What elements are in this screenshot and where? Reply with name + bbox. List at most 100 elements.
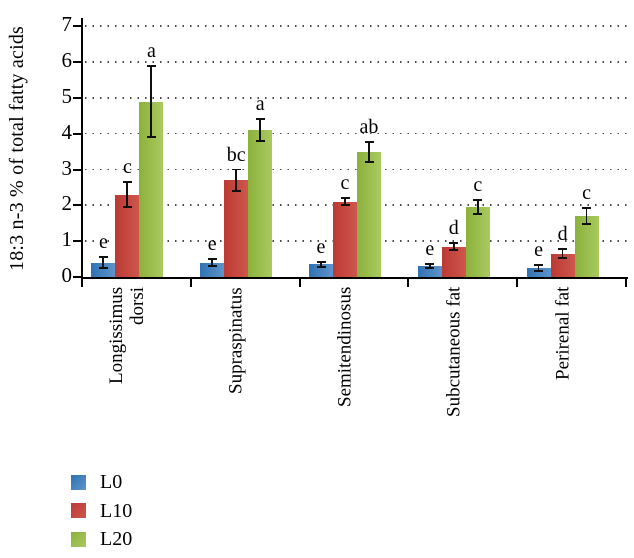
significance-letter: e — [98, 231, 108, 254]
legend-item-l20: L20 — [71, 527, 132, 551]
error-bar-cap-bottom — [98, 267, 108, 269]
y-axis-tick — [73, 25, 82, 28]
y-tick-label: 0 — [61, 263, 73, 287]
error-bar-cap-top — [534, 264, 544, 267]
legend-item-l10: L10 — [71, 499, 132, 523]
error-bar-cap-top — [473, 199, 483, 201]
y-axis-tick — [73, 276, 82, 278]
error-bar-cap-top — [449, 241, 459, 244]
y-axis-title: 18:3 n-3 % of total fatty acids — [6, 25, 28, 271]
significance-letter: e — [316, 236, 326, 259]
x-category-label: Perirenal fat — [552, 287, 574, 381]
y-tick-label: 1 — [61, 227, 73, 252]
x-axis-tick — [407, 279, 410, 287]
y-axis-tick — [73, 168, 82, 171]
bar-l10-group5 — [550, 253, 575, 277]
y-axis-tick — [73, 240, 82, 243]
x-category-label: Supraspinatus — [225, 287, 247, 394]
y-tick-label: 4 — [61, 119, 73, 144]
error-bar-line — [368, 141, 370, 162]
significance-letter: a — [146, 39, 156, 62]
y-tick-label: 3 — [61, 155, 73, 180]
error-bar-line — [344, 198, 346, 206]
error-bar-line — [126, 182, 129, 208]
error-bar-cap-top — [255, 118, 265, 121]
legend-item-l0: L0 — [71, 470, 122, 494]
y-axis-tick — [73, 204, 82, 207]
bar-l20-group4 — [465, 207, 490, 277]
error-bar-line — [585, 208, 588, 224]
y-axis-tick — [73, 97, 82, 99]
error-bar-cap-bottom — [146, 136, 156, 139]
bar-l0-group2 — [200, 262, 225, 277]
gridline — [85, 97, 628, 99]
significance-letter: e — [534, 239, 544, 262]
error-bar-cap-bottom — [558, 257, 568, 259]
error-bar-cap-top — [340, 197, 350, 200]
y-axis-tick — [73, 61, 82, 64]
error-bar-cap-top — [98, 256, 108, 259]
x-category-label: Longissimus dorsi — [106, 287, 149, 385]
y-axis-tick — [73, 132, 82, 135]
significance-letter: c — [582, 182, 592, 205]
bar-l10-group2 — [224, 180, 249, 277]
x-category-label: Semitendinosus — [334, 287, 356, 408]
error-bar-cap-top — [122, 181, 132, 184]
error-bar-cap-bottom — [207, 265, 217, 268]
gridline — [85, 168, 628, 171]
significance-letter: d — [557, 223, 568, 246]
x-axis-tick — [81, 279, 83, 287]
gridline — [85, 132, 628, 135]
error-bar-cap-top — [231, 168, 241, 171]
error-bar-cap-bottom — [364, 160, 374, 163]
legend-label: L0 — [100, 471, 123, 493]
y-axis-line — [80, 18, 83, 280]
error-bar-cap-top — [558, 248, 568, 251]
x-axis-tick — [189, 279, 192, 287]
error-bar-cap-bottom — [582, 223, 592, 225]
x-axis-tick — [298, 279, 301, 287]
error-bar-line — [259, 119, 262, 141]
error-bar-cap-bottom — [255, 139, 265, 142]
bar-l20-group3 — [357, 151, 381, 277]
error-bar-cap-top — [146, 64, 156, 67]
legend-swatch-l0 — [71, 474, 86, 490]
bar-l0-group1 — [91, 262, 116, 277]
error-bar-cap-top — [582, 207, 592, 210]
x-category-label: Subcutaneous fat — [443, 287, 465, 418]
error-bar-cap-top — [316, 261, 326, 264]
bar-l0-group5 — [526, 268, 551, 277]
bar-l20-group5 — [574, 216, 599, 277]
bar-l10-group3 — [333, 201, 357, 277]
gridline — [85, 25, 628, 28]
significance-letter: c — [122, 156, 132, 179]
significance-letter: ab — [359, 115, 379, 138]
bar-l20-group2 — [248, 130, 273, 277]
error-bar-line — [428, 264, 431, 269]
bar-l10-group1 — [115, 194, 140, 277]
legend-swatch-l10 — [71, 503, 86, 518]
y-tick-label: 6 — [61, 48, 73, 73]
legend-label: L10 — [100, 499, 133, 522]
bar-l0-group3 — [309, 264, 333, 277]
error-bar-line — [150, 65, 153, 138]
x-axis-line — [80, 276, 628, 280]
error-bar-line — [561, 249, 564, 258]
legend-label: L20 — [100, 528, 133, 550]
error-bar-line — [102, 257, 105, 269]
error-bar-cap-top — [425, 263, 435, 266]
y-tick-label: 5 — [61, 84, 73, 108]
legend-swatch-l20 — [71, 531, 86, 547]
bar-l10-group4 — [441, 246, 466, 277]
significance-letter: e — [425, 238, 435, 261]
error-bar-cap-top — [207, 258, 217, 260]
error-bar-line — [452, 242, 455, 251]
significance-letter: a — [255, 93, 265, 116]
significance-letter: c — [340, 172, 350, 195]
x-axis-tick — [625, 279, 627, 287]
significance-letter: e — [207, 233, 217, 256]
error-bar-cap-bottom — [473, 213, 483, 216]
error-bar-line — [537, 265, 540, 271]
error-bar-cap-bottom — [425, 267, 435, 269]
